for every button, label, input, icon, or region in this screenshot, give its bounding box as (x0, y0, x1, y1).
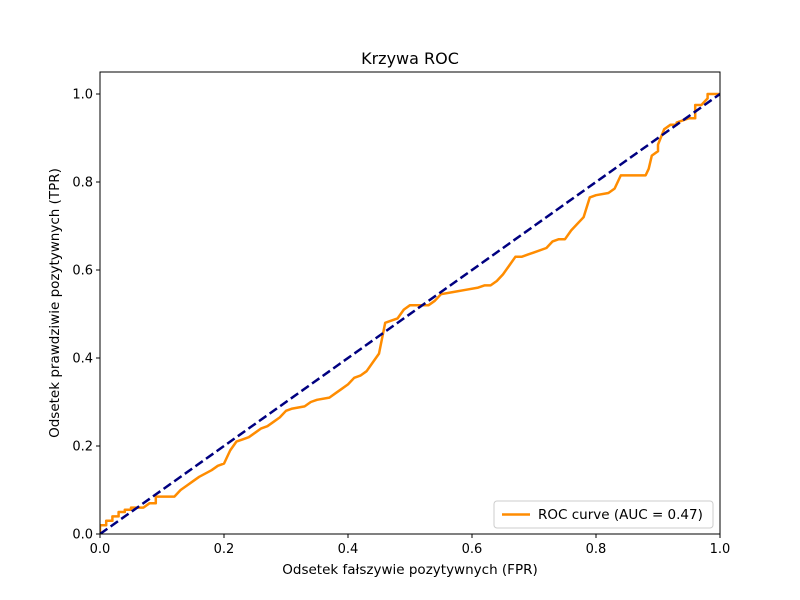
y-axis: 0.0 0.2 0.4 0.6 0.8 1.0 (72, 88, 100, 543)
x-tick-label: 1.0 (710, 542, 731, 557)
x-tick-label: 0.2 (214, 542, 235, 557)
x-tick-label: 0.4 (338, 542, 359, 557)
chart-title: Krzywa ROC (361, 49, 459, 68)
x-axis: 0.0 0.2 0.4 0.6 0.8 1.0 (90, 534, 731, 557)
legend-roc-label: ROC curve (AUC = 0.47) (538, 507, 703, 523)
x-tick-label: 0.0 (90, 542, 111, 557)
y-tick-label: 0.8 (72, 176, 93, 191)
roc-curve-line (100, 92, 720, 534)
y-axis-label: Odsetek prawdziwie pozytywnych (TPR) (47, 168, 63, 438)
x-tick-label: 0.8 (586, 542, 607, 557)
y-tick-label: 0.6 (72, 264, 93, 279)
y-tick-label: 1.0 (72, 88, 93, 103)
legend: ROC curve (AUC = 0.47) (493, 500, 714, 529)
chance-diagonal-line (100, 92, 720, 534)
y-tick-label: 0.4 (72, 352, 93, 367)
y-tick-label: 0.2 (72, 440, 93, 455)
y-tick-label: 0.0 (72, 528, 93, 543)
legend-box (493, 500, 714, 529)
plot-frame (99, 71, 721, 535)
x-axis-label: Odsetek fałszywie pozytywnych (FPR) (282, 562, 537, 578)
plot-area (99, 71, 721, 535)
x-tick-label: 0.6 (462, 542, 483, 557)
